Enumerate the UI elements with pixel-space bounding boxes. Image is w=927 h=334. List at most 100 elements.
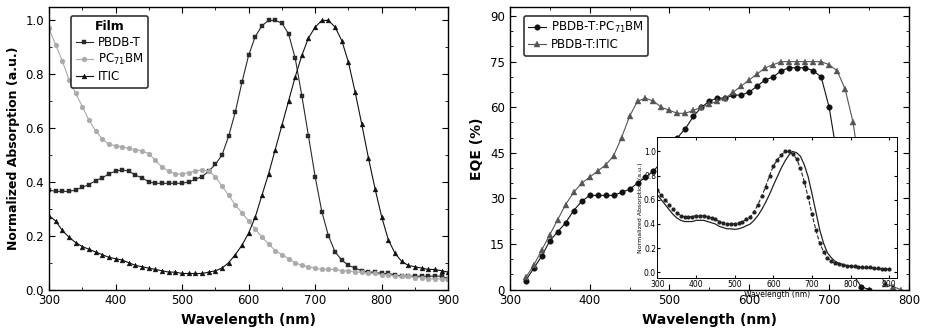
PBDB-T:ITIC bbox=[736, 84, 747, 88]
PBDB-T:PC$_{71}$BM bbox=[536, 254, 547, 258]
PBDB-T:PC$_{71}$BM bbox=[624, 187, 635, 191]
PBDB-T:ITIC bbox=[648, 99, 659, 103]
ITIC bbox=[263, 172, 274, 176]
PBDB-T:ITIC bbox=[688, 108, 699, 112]
PBDB-T:PC$_{71}$BM bbox=[856, 285, 867, 289]
ITIC bbox=[289, 75, 300, 79]
PBDB-T:PC$_{71}$BM bbox=[640, 175, 651, 179]
PBDB-T:ITIC bbox=[743, 78, 755, 82]
PBDB-T:ITIC bbox=[584, 175, 595, 179]
PBDB-T:ITIC bbox=[792, 60, 803, 64]
PBDB-T:ITIC bbox=[776, 60, 787, 64]
PBDB-T:PC$_{71}$BM bbox=[832, 154, 843, 158]
PBDB-T:ITIC bbox=[576, 181, 587, 185]
PBDB-T:ITIC bbox=[552, 218, 564, 222]
PBDB-T:PC$_{71}$BM bbox=[576, 199, 587, 203]
PBDB-T bbox=[263, 18, 274, 22]
PBDB-T:PC$_{71}$BM bbox=[656, 160, 667, 164]
PC$_{71}$BM bbox=[443, 277, 454, 281]
PBDB-T:PC$_{71}$BM bbox=[552, 230, 564, 234]
PBDB-T:ITIC bbox=[719, 96, 730, 100]
PC$_{71}$BM bbox=[123, 146, 134, 150]
ITIC bbox=[402, 264, 413, 268]
Line: PBDB-T: PBDB-T bbox=[46, 18, 451, 281]
PBDB-T bbox=[184, 180, 195, 184]
ITIC bbox=[316, 18, 327, 22]
PBDB-T:ITIC bbox=[871, 266, 883, 270]
PBDB-T:ITIC bbox=[856, 175, 867, 179]
PBDB-T:ITIC bbox=[800, 60, 811, 64]
PBDB-T:ITIC bbox=[864, 233, 875, 237]
PBDB-T:PC$_{71}$BM bbox=[632, 181, 643, 185]
PBDB-T:PC$_{71}$BM bbox=[688, 114, 699, 118]
PBDB-T:PC$_{71}$BM bbox=[743, 90, 755, 94]
PBDB-T:PC$_{71}$BM bbox=[664, 148, 675, 152]
ITIC bbox=[123, 261, 134, 265]
PBDB-T:ITIC bbox=[600, 163, 611, 167]
PBDB-T:PC$_{71}$BM bbox=[712, 96, 723, 100]
PBDB-T:PC$_{71}$BM bbox=[584, 193, 595, 197]
ITIC bbox=[136, 265, 147, 269]
Line: ITIC: ITIC bbox=[46, 18, 451, 276]
PC$_{71}$BM bbox=[44, 26, 55, 30]
PBDB-T:PC$_{71}$BM bbox=[847, 273, 858, 277]
PBDB-T:ITIC bbox=[520, 276, 531, 280]
Line: PC$_{71}$BM: PC$_{71}$BM bbox=[46, 26, 451, 281]
ITIC bbox=[443, 270, 454, 274]
PBDB-T bbox=[123, 169, 134, 173]
PBDB-T:ITIC bbox=[616, 136, 627, 140]
PBDB-T:ITIC bbox=[560, 202, 571, 206]
PBDB-T:PC$_{71}$BM bbox=[840, 233, 851, 237]
PBDB-T:PC$_{71}$BM bbox=[736, 93, 747, 97]
PBDB-T:ITIC bbox=[760, 66, 771, 70]
PBDB-T:ITIC bbox=[887, 285, 898, 289]
PBDB-T:ITIC bbox=[544, 233, 555, 237]
PBDB-T:PC$_{71}$BM bbox=[544, 239, 555, 243]
PBDB-T bbox=[136, 176, 147, 180]
PBDB-T:PC$_{71}$BM bbox=[528, 266, 540, 270]
PBDB-T:PC$_{71}$BM bbox=[719, 96, 730, 100]
PBDB-T:PC$_{71}$BM bbox=[728, 93, 739, 97]
PBDB-T:ITIC bbox=[752, 72, 763, 76]
Y-axis label: EQE (%): EQE (%) bbox=[471, 117, 485, 180]
Legend: PBDB-T, PC$_{71}$BM, ITIC: PBDB-T, PC$_{71}$BM, ITIC bbox=[70, 16, 148, 88]
PBDB-T:ITIC bbox=[624, 114, 635, 118]
PBDB-T bbox=[44, 188, 55, 192]
PC$_{71}$BM bbox=[184, 171, 195, 175]
PBDB-T:ITIC bbox=[840, 87, 851, 91]
X-axis label: Wavelength (nm): Wavelength (nm) bbox=[181, 313, 316, 327]
PBDB-T:ITIC bbox=[712, 99, 723, 103]
PBDB-T bbox=[289, 56, 300, 60]
PBDB-T:ITIC bbox=[832, 69, 843, 73]
PBDB-T:PC$_{71}$BM bbox=[608, 193, 619, 197]
X-axis label: Wavelength (nm): Wavelength (nm) bbox=[641, 313, 777, 327]
ITIC bbox=[176, 272, 187, 276]
Y-axis label: Normalized Absorption (a.u.): Normalized Absorption (a.u.) bbox=[6, 46, 20, 250]
PBDB-T:PC$_{71}$BM bbox=[800, 66, 811, 70]
PBDB-T:ITIC bbox=[632, 99, 643, 103]
PBDB-T:PC$_{71}$BM bbox=[648, 169, 659, 173]
PBDB-T:PC$_{71}$BM bbox=[560, 221, 571, 225]
PBDB-T:PC$_{71}$BM bbox=[823, 105, 834, 109]
PC$_{71}$BM bbox=[283, 257, 294, 261]
PBDB-T:ITIC bbox=[696, 105, 707, 109]
PBDB-T:ITIC bbox=[528, 263, 540, 267]
PBDB-T:PC$_{71}$BM bbox=[568, 209, 579, 213]
PBDB-T:PC$_{71}$BM bbox=[616, 190, 627, 194]
PC$_{71}$BM bbox=[423, 277, 434, 281]
PBDB-T:ITIC bbox=[704, 102, 715, 106]
PBDB-T:PC$_{71}$BM bbox=[776, 69, 787, 73]
PBDB-T bbox=[257, 24, 268, 28]
PBDB-T:ITIC bbox=[783, 60, 794, 64]
Line: PBDB-T:PC$_{71}$BM: PBDB-T:PC$_{71}$BM bbox=[523, 65, 872, 292]
PBDB-T:ITIC bbox=[807, 60, 819, 64]
PBDB-T:ITIC bbox=[592, 169, 603, 173]
PBDB-T:PC$_{71}$BM bbox=[672, 136, 683, 140]
PBDB-T:PC$_{71}$BM bbox=[768, 75, 779, 79]
PBDB-T:PC$_{71}$BM bbox=[760, 78, 771, 82]
PBDB-T:ITIC bbox=[895, 288, 907, 292]
PBDB-T:ITIC bbox=[728, 90, 739, 94]
PC$_{71}$BM bbox=[136, 149, 147, 153]
PBDB-T:PC$_{71}$BM bbox=[600, 193, 611, 197]
PBDB-T:PC$_{71}$BM bbox=[752, 84, 763, 88]
